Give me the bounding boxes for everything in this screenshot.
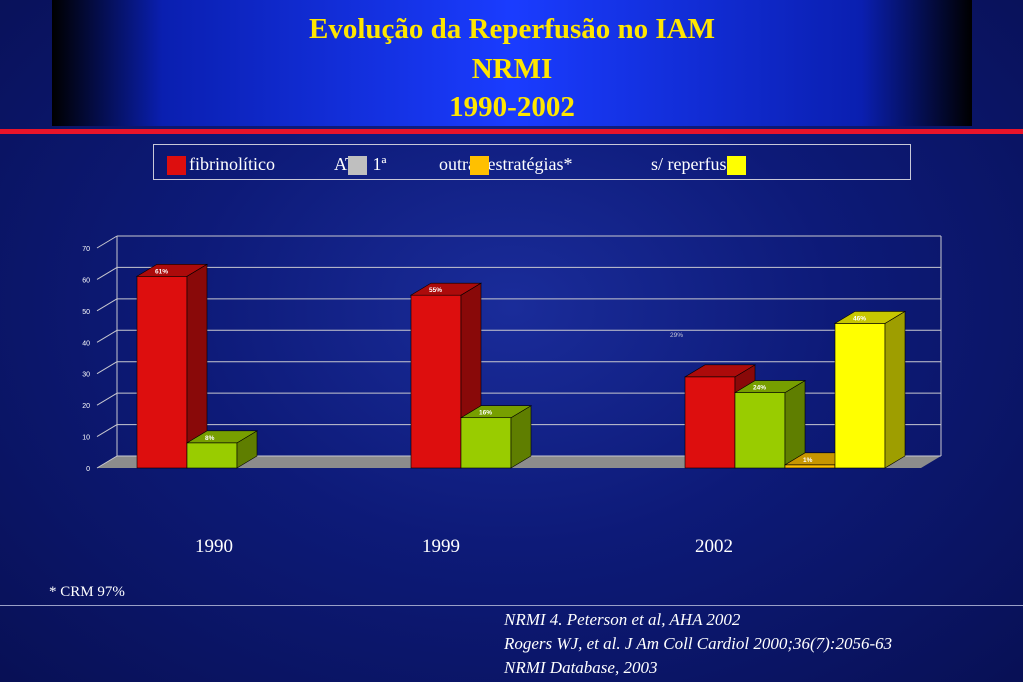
legend-label-fibrinolitico: fibrinolítico xyxy=(189,154,275,174)
bar-top xyxy=(733,380,807,393)
category-label-2002: 2002 xyxy=(695,536,733,557)
bar-value-label: 1% xyxy=(803,457,813,464)
y-tick-label: 40 xyxy=(82,340,90,347)
bar-top xyxy=(833,311,907,324)
reference-3: NRMI Database, 2003 xyxy=(504,658,658,677)
legend-swatch-outras xyxy=(470,156,489,175)
bar-front xyxy=(734,392,786,469)
bar-value-label: 24% xyxy=(753,385,766,392)
y-tick-label: 10 xyxy=(82,435,90,442)
y-tick-label: 0 xyxy=(86,466,90,473)
gridline-wall xyxy=(96,455,118,469)
y-tick-label: 50 xyxy=(82,309,90,316)
title-line-2: NRMI xyxy=(471,53,553,85)
chart-legend: fibrinolítico ATC 1ª outras estratégias*… xyxy=(153,144,911,180)
gridline-wall xyxy=(96,235,118,249)
bar-front xyxy=(460,417,512,469)
bar-front xyxy=(410,294,462,469)
title-divider xyxy=(0,129,1023,134)
bar-value-label: 61% xyxy=(155,268,168,275)
title-line-3: 1990-2002 xyxy=(449,91,575,123)
bar-top xyxy=(185,430,259,444)
category-label-1999: 1999 xyxy=(422,536,460,557)
y-tick-label: 70 xyxy=(82,246,90,253)
gridline-wall xyxy=(96,266,118,280)
bar-top xyxy=(409,282,483,296)
bar-front xyxy=(186,442,238,469)
legend-swatch-sem-reperfusao xyxy=(727,156,746,175)
gridline-wall xyxy=(96,392,118,406)
reference-2: Rogers WJ, et al. J Am Coll Cardiol 2000… xyxy=(504,634,893,653)
bar-front xyxy=(834,323,886,469)
bar-front xyxy=(784,464,836,469)
bar-top xyxy=(683,364,757,378)
bar-front xyxy=(684,376,736,469)
bar-top xyxy=(459,405,533,419)
reference-1: NRMI 4. Peterson et al, AHA 2002 xyxy=(504,610,741,629)
gridline-wall xyxy=(96,424,118,438)
gridline-wall xyxy=(96,361,118,375)
bar-value-label: 16% xyxy=(479,410,492,417)
bar-value-label: 55% xyxy=(429,287,442,294)
legend-swatch-fibrinolitico xyxy=(167,156,186,175)
y-tick-label: 60 xyxy=(82,277,90,284)
bar-front xyxy=(136,275,188,469)
y-tick-label: 20 xyxy=(82,403,90,410)
category-label-1990: 1990 xyxy=(195,536,233,557)
legend-swatch-atc xyxy=(348,156,367,175)
legend-label-sem-reperfusao: s/ reperfusão xyxy=(651,154,744,174)
bar-top xyxy=(135,263,209,277)
bar-value-label: 8% xyxy=(205,435,215,442)
y-tick-label: 30 xyxy=(82,372,90,379)
gridline-wall xyxy=(96,298,118,312)
bar-side xyxy=(884,310,906,469)
gridline-wall xyxy=(96,329,118,343)
footnote: * CRM 97% xyxy=(49,584,125,600)
footer-divider xyxy=(0,605,1023,606)
title-band: Evolução da Reperfusão no IAM NRMI 1990-… xyxy=(52,0,972,126)
floating-value-label: 29% xyxy=(670,332,683,339)
title-line-1: Evolução da Reperfusão no IAM xyxy=(308,13,715,45)
bar-value-label: 46% xyxy=(853,315,866,322)
